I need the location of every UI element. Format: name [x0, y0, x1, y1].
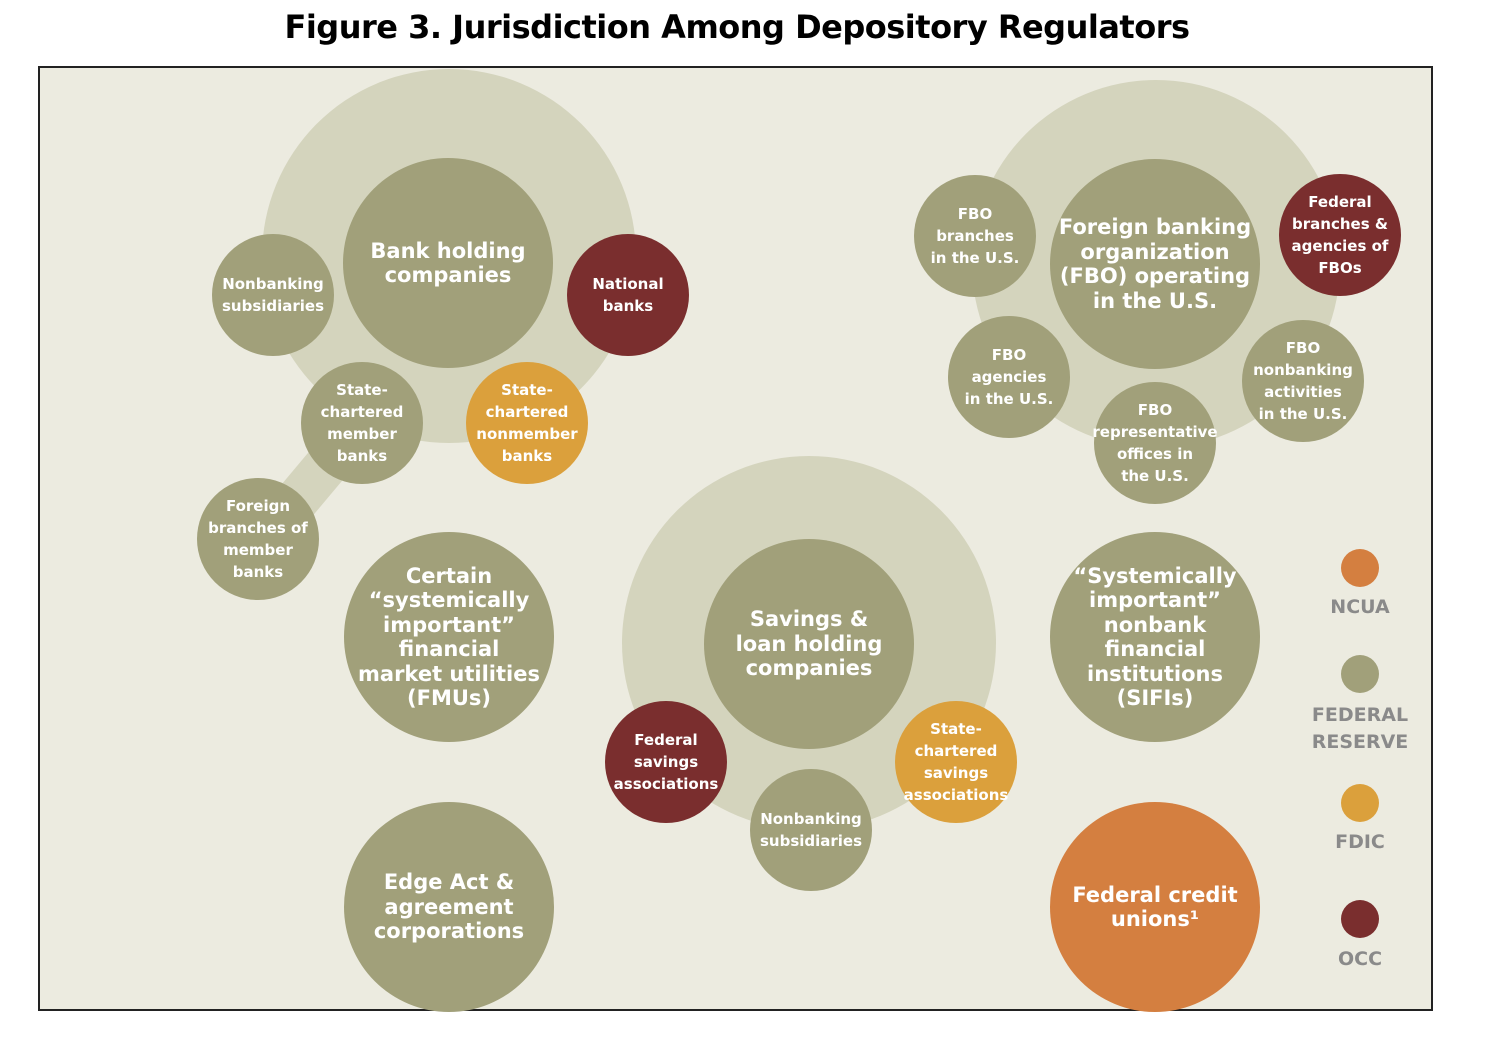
national-banks-node: National banks	[567, 234, 689, 356]
fbo-nonbanking-activities-node: FBO nonbanking activities in the U.S.	[1242, 320, 1364, 442]
state-chartered-savings-associations-node: State- chartered savings associations	[895, 701, 1017, 823]
state-chartered-nonmember-banks-node: State- chartered nonmember banks	[466, 362, 588, 484]
sl-nonbanking-subsidiaries-node: Nonbanking subsidiaries	[750, 769, 872, 891]
fbo-agencies-node: FBO agencies in the U.S.	[948, 316, 1070, 438]
legend-occ-label: OCC	[1337, 948, 1383, 970]
legend-occ-dot	[1341, 900, 1379, 938]
legend-federal-reserve-dot	[1341, 655, 1379, 693]
figure-title: Figure 3. Jurisdiction Among Depository …	[284, 8, 1190, 46]
legend-federal-reserve-label: FEDERAL RESERVE	[1311, 704, 1409, 753]
nonbanking-subsidiaries-node: Nonbanking subsidiaries	[212, 234, 334, 356]
edge-act-node: Edge Act & agreement corporations	[344, 802, 554, 1012]
federal-branches-agencies-fbo-node: Federal branches & agencies of FBOs	[1279, 174, 1401, 296]
sifi-node: “Systemically important” nonbank financi…	[1050, 532, 1260, 742]
bank-holding-companies-node: Bank holding companies	[343, 158, 553, 368]
fbo-representative-offices-node: FBO representative offices in the U.S.	[1092, 382, 1218, 504]
fmu-node: Certain “systemically important” financi…	[344, 532, 554, 742]
legend-ncua-dot	[1341, 549, 1379, 587]
legend-ncua-label: NCUA	[1330, 596, 1390, 618]
savings-loan-holding-node: Savings & loan holding companies	[704, 539, 914, 749]
fbo-operating-node: Foreign banking organization (FBO) opera…	[1050, 159, 1260, 369]
legend-fdic-label: FDIC	[1335, 831, 1385, 853]
legend-fdic-dot	[1341, 784, 1379, 822]
state-chartered-member-banks-node: State- chartered member banks	[301, 362, 423, 484]
foreign-branches-of-member-banks-node: Foreign branches of member banks	[197, 478, 319, 600]
federal-savings-associations-node: Federal savings associations	[605, 701, 727, 823]
federal-credit-unions-node: Federal credit unions¹	[1050, 802, 1260, 1012]
fbo-branches-node: FBO branches in the U.S.	[914, 175, 1036, 297]
